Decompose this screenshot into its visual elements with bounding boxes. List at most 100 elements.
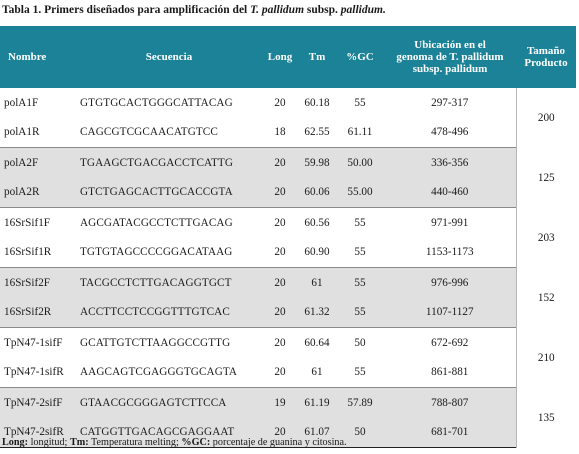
cell-tm: 59.98: [298, 147, 336, 178]
cell-gc: 55: [336, 297, 384, 328]
cell-gc: 50: [354, 336, 366, 349]
cell-long: 20: [262, 267, 298, 298]
cell-secuencia: TACGCCTCTTGACAGGTGCT: [76, 267, 262, 298]
footnote-key-long: Long:: [2, 437, 29, 448]
cell-long: 18: [262, 117, 298, 148]
cell-tm: 60.18: [304, 96, 330, 109]
table-row: TpN47-1sifF GCATTGTCTTAAGGCCGTTG 20 60.6…: [0, 327, 576, 388]
cell-nombre: 16SrSif1R: [0, 237, 76, 268]
cell-secuencia: AAGCAGTCGAGGGTGCAGTA: [76, 357, 262, 388]
cell-tm: 60.64: [304, 336, 330, 349]
cell-ubicacion: 336-356: [384, 147, 516, 178]
cell-gc: 55: [336, 237, 384, 268]
cell-ubicacion: 1153-1173: [384, 237, 516, 268]
caption-main: Tabla 1. Primers diseñados para amplific…: [2, 4, 248, 16]
table-row: TpN47-2sifR CATGGTTGACAGCGAGGAAT 20 61.0…: [0, 417, 576, 448]
cell-tm: 61.32: [298, 297, 336, 328]
cell-long: 20: [274, 336, 286, 349]
table-footnote: Long: longitud; Tm: Temperatura melting;…: [2, 437, 347, 448]
cell-long: 20: [262, 357, 298, 388]
cell-tm: 61: [298, 267, 336, 298]
footnote-key-gc: %GC:: [181, 437, 211, 448]
cell-secuencia: CATGGTTGACAGCGAGGAAT: [76, 417, 262, 448]
cell-tm: 60.56: [304, 216, 330, 229]
cell-nombre: polA2R: [0, 177, 76, 208]
cell-long: 20: [262, 237, 298, 268]
cell-gc: 55: [336, 267, 384, 298]
cell-tamano: 135: [515, 387, 576, 448]
cell-ubicacion: 971-991: [431, 216, 469, 229]
cell-gc: 50.00: [336, 147, 384, 178]
table-row: 16SrSif2F TACGCCTCTTGACAGGTGCT 20 61 55 …: [0, 267, 576, 328]
cell-nombre: 16SrSif1F: [4, 216, 51, 229]
cell-gc: 57.89: [336, 387, 384, 418]
primer-table: Nombre Secuencia Long Tm %GC Ubicación e…: [0, 26, 576, 448]
cell-tm: 61: [298, 357, 336, 388]
cell-nombre: polA1R: [0, 117, 76, 148]
cell-gc: 55: [354, 96, 366, 109]
cell-nombre: TpN47-1sifF: [4, 336, 63, 349]
cell-secuencia: ACCTTCCTCCGGTTTGTCAC: [76, 297, 262, 328]
cell-tamano: 125: [515, 147, 576, 208]
caption-species: pallidum.: [340, 4, 386, 16]
cell-nombre: TpN47-2sifF: [0, 387, 76, 418]
cell-ubicacion: 861-881: [384, 357, 516, 388]
cell-tamano: 210: [515, 327, 576, 388]
table-row: 16SrSif2R ACCTTCCTCCGGTTTGTCAC 20 61.32 …: [0, 297, 576, 328]
col-header-nombre: Nombre: [0, 26, 76, 88]
cell-long: 20: [262, 297, 298, 328]
cell-ubicacion: 297-317: [431, 96, 469, 109]
cell-gc: 55.00: [336, 177, 384, 208]
col-header-secuencia: Secuencia: [76, 26, 262, 88]
cell-long: 20: [262, 147, 298, 178]
cell-gc: 61.11: [336, 117, 384, 148]
table-row: polA2F TGAAGCTGACGACCTCATTG 20 59.98 50.…: [0, 147, 576, 208]
cell-long: 20: [274, 96, 286, 109]
cell-ubicacion: 672-692: [431, 336, 469, 349]
cell-secuencia: TGAAGCTGACGACCTCATTG: [76, 147, 262, 178]
cell-ubicacion: 681-701: [384, 417, 516, 448]
cell-gc: 55: [336, 357, 384, 388]
cell-long: 20: [262, 177, 298, 208]
col-header-gc: %GC: [336, 26, 384, 88]
cell-long: 20: [262, 417, 298, 448]
cell-secuencia: GCATTGTCTTAAGGCCGTTG: [80, 336, 231, 349]
cell-ubicacion: 440-460: [384, 177, 516, 208]
table-caption: Tabla 1. Primers diseñados para amplific…: [2, 4, 386, 16]
cell-long: 20: [274, 216, 286, 229]
cell-nombre: TpN47-1sifR: [0, 357, 76, 388]
cell-nombre: TpN47-2sifR: [0, 417, 76, 448]
table-row: polA1R CAGCGTCGCAACATGTCC 18 62.55 61.11…: [0, 117, 576, 148]
cell-ubicacion: 478-496: [384, 117, 516, 148]
cell-long: 19: [262, 387, 298, 418]
cell-secuencia: TGTGTAGCCCCGGACATAAG: [76, 237, 262, 268]
cell-secuencia: AGCGATACGCCTCTTGACAG: [80, 216, 233, 229]
cell-tm: 62.55: [298, 117, 336, 148]
table-row: TpN47-2sifF GTAACGCGGGAGTCTTCCA 19 61.19…: [0, 387, 576, 448]
cell-gc: 55: [354, 216, 366, 229]
cell-nombre: polA1F: [4, 96, 39, 109]
col-header-tamano: Tamaño Producto: [516, 26, 576, 88]
cell-tm: 60.90: [298, 237, 336, 268]
cell-nombre: polA2F: [0, 147, 76, 178]
table-row: 16SrSif1R TGTGTAGCCCCGGACATAAG 20 60.90 …: [0, 237, 576, 268]
cell-ubicacion: 976-996: [384, 267, 516, 298]
table-row: polA2R GTCTGAGCACTTGCACCGTA 20 60.06 55.…: [0, 177, 576, 208]
table-row: polA1F GTGTGCACTGGGCATTACAG 20 60.18 55 …: [0, 88, 576, 148]
col-header-tm: Tm: [298, 26, 336, 88]
cell-tm: 60.06: [298, 177, 336, 208]
col-header-long: Long: [262, 26, 298, 88]
col-header-ubicacion: Ubicación en el genoma de T. pallidum subs…: [384, 26, 516, 88]
cell-ubicacion: 788-807: [384, 387, 516, 418]
caption-organism: T. pallidum: [250, 4, 305, 16]
cell-tm: 61.19: [298, 387, 336, 418]
cell-tamano: 200: [515, 88, 576, 148]
cell-gc: 50: [336, 417, 384, 448]
cell-secuencia: GTCTGAGCACTTGCACCGTA: [76, 177, 262, 208]
cell-ubicacion: 1107-1127: [384, 297, 516, 328]
cell-nombre: 16SrSif2R: [0, 297, 76, 328]
cell-secuencia: GTAACGCGGGAGTCTTCCA: [76, 387, 262, 418]
cell-tamano: 152: [515, 267, 576, 328]
cell-nombre: 16SrSif2F: [0, 267, 76, 298]
